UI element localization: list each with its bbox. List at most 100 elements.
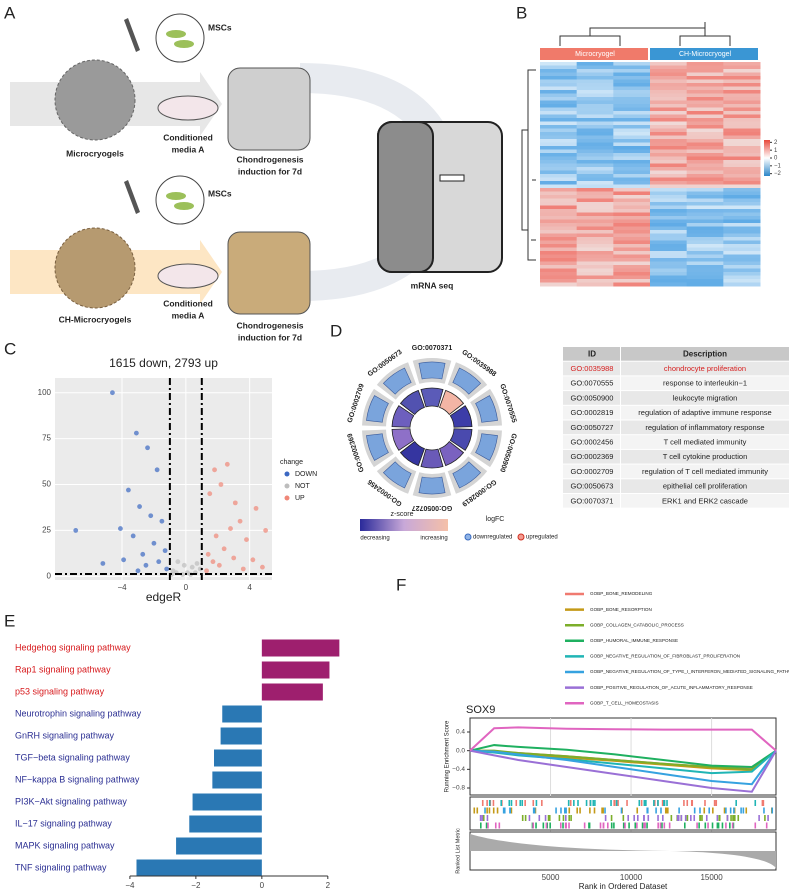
heatmap-cell xyxy=(576,156,614,161)
heatmap-cell xyxy=(576,209,614,213)
heatmap-cell xyxy=(576,118,614,122)
rug-tick xyxy=(676,815,679,821)
heatmap-cell xyxy=(650,86,688,91)
heatmap-cell xyxy=(540,174,578,178)
chart-title: 1615 down, 2793 up xyxy=(109,356,218,370)
heatmap-cell xyxy=(613,135,651,140)
heatmap-cell xyxy=(650,251,688,255)
heatmap-cell xyxy=(613,76,651,80)
table-row xyxy=(563,361,620,376)
heatmap-cell xyxy=(650,139,688,143)
point xyxy=(237,518,243,524)
go-dots xyxy=(452,461,482,489)
heatmap-cell xyxy=(540,149,578,154)
category-label: Neurotrophin signaling pathway xyxy=(15,708,142,718)
rug-tick xyxy=(644,822,646,829)
rug-tick xyxy=(634,822,637,829)
heatmap-cell xyxy=(723,69,761,73)
heatmap-cell xyxy=(540,261,578,266)
sequencing-label: mRNA seq xyxy=(411,280,454,290)
heatmap-cell xyxy=(613,219,651,224)
heatmap-cell xyxy=(650,153,688,157)
heatmap-cell xyxy=(650,268,688,273)
heatmap-cell xyxy=(576,153,614,157)
heatmap-cell xyxy=(576,146,614,150)
column-dendrogram xyxy=(559,22,731,46)
heatmap-cell xyxy=(650,146,688,150)
point xyxy=(110,390,115,396)
category-label: TNF signaling pathway xyxy=(15,862,107,872)
rug-tick xyxy=(628,822,630,829)
heatmap-cell xyxy=(540,268,578,273)
rug-tick xyxy=(717,822,719,829)
heatmap-cell xyxy=(723,163,761,168)
rug-tick xyxy=(708,807,711,814)
heatmap-cell xyxy=(540,184,578,189)
rug-tick xyxy=(498,822,501,829)
heatmap-cell xyxy=(686,139,724,143)
rug-tick xyxy=(734,815,736,821)
heatmap-cell xyxy=(686,265,724,269)
group-header xyxy=(650,48,758,60)
legend-tick-label: 2 xyxy=(774,140,778,146)
heatmap-cell xyxy=(576,282,614,287)
heatmap-cell xyxy=(540,153,578,157)
go-dots xyxy=(382,461,412,489)
point xyxy=(189,564,195,570)
heatmap-cell xyxy=(576,202,614,206)
rug-tick xyxy=(602,822,605,829)
media-label: Conditioned xyxy=(163,132,213,142)
heatmap-cell xyxy=(723,205,761,210)
heatmap-cell xyxy=(723,170,761,175)
point xyxy=(156,559,162,565)
rug-tick xyxy=(735,800,737,806)
heatmap-cell xyxy=(576,240,614,245)
induction-label: Chondrogenesis xyxy=(236,320,303,330)
go-dots xyxy=(366,433,389,461)
heatmap-cell xyxy=(686,261,724,266)
heatmap-cell xyxy=(686,219,724,224)
heatmap-cell xyxy=(613,258,651,262)
heatmap-cell xyxy=(650,261,688,266)
heatmap-cell xyxy=(686,181,724,185)
heatmap-cell xyxy=(723,132,761,136)
panel-label: E xyxy=(4,611,15,630)
legend-label: GOBP_COLLAGEN_CATABOLIC_PROCESS xyxy=(590,622,684,627)
bar xyxy=(192,793,262,811)
heatmap-cell xyxy=(613,142,651,147)
chart-title: SOX9 xyxy=(466,704,495,716)
x-tick-label: 10000 xyxy=(620,873,643,882)
table-row xyxy=(621,376,789,391)
heatmap-cell xyxy=(723,275,761,280)
heatmap-cell xyxy=(723,125,761,129)
heatmap-cell xyxy=(613,97,651,101)
rug-tick xyxy=(532,807,535,814)
heatmap-cell xyxy=(723,174,761,178)
rug-tick xyxy=(549,822,551,829)
heatmap-cell xyxy=(650,125,688,129)
heatmap-cell xyxy=(650,149,688,154)
heatmap-cell xyxy=(650,240,688,245)
heatmap-cell xyxy=(723,233,761,238)
legend-label: GOBP_POSITIVE_REGULATION_OF_ACUTE_INFLAM… xyxy=(590,685,753,690)
heatmap-cell xyxy=(540,188,578,192)
rug-tick xyxy=(659,822,662,829)
rug-tick xyxy=(544,815,547,821)
heatmap-cell xyxy=(723,79,761,84)
table-row xyxy=(563,479,620,493)
heatmap-cell xyxy=(686,170,724,175)
rug-tick xyxy=(547,815,550,821)
heatmap-cell xyxy=(540,160,578,164)
heatmap-cell xyxy=(686,72,724,77)
heatmap-cell xyxy=(723,265,761,269)
heatmap-cell xyxy=(686,76,724,80)
category-label: TGF−beta signaling pathway xyxy=(15,752,130,762)
rug-tick xyxy=(503,807,506,814)
rug-tick xyxy=(663,822,666,829)
heatmap-cell xyxy=(540,205,578,210)
rug-tick xyxy=(604,807,606,814)
induction-label: induction for 7d xyxy=(238,332,302,342)
media-label: Conditioned xyxy=(163,298,213,308)
x-axis-label: edgeR xyxy=(146,590,182,604)
heatmap-cell xyxy=(613,240,651,245)
